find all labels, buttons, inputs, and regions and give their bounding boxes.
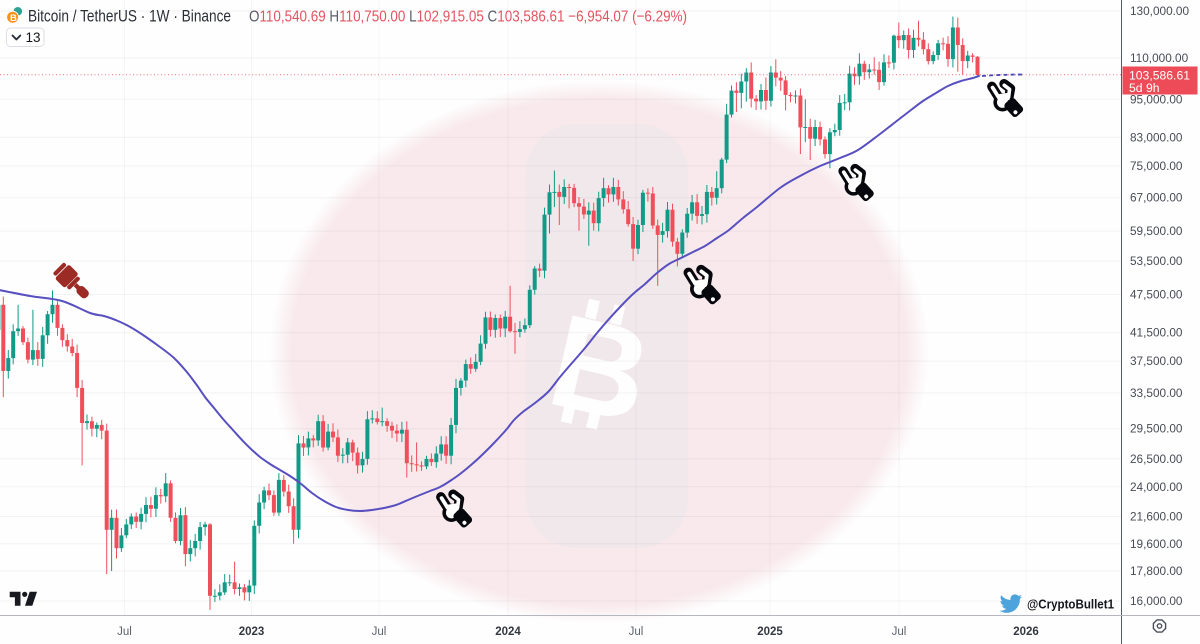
svg-text:130,000.00: 130,000.00 [1130,4,1189,18]
svg-text:17,800.00: 17,800.00 [1130,564,1183,578]
svg-text:Bitcoin / TetherUS · 1W · Bina: Bitcoin / TetherUS · 1W · Binance [28,7,231,25]
svg-text:21,600.00: 21,600.00 [1130,510,1183,524]
svg-text:2026: 2026 [1013,626,1039,638]
svg-text:B: B [10,13,17,24]
svg-text:37,500.00: 37,500.00 [1130,354,1183,368]
svg-text:26,500.00: 26,500.00 [1130,452,1183,466]
svg-text:Jul: Jul [117,626,132,638]
svg-text:110,000.00: 110,000.00 [1130,51,1189,65]
svg-text:41,500.00: 41,500.00 [1130,326,1183,340]
svg-text:2025: 2025 [757,626,783,638]
svg-text:53,500.00: 53,500.00 [1130,254,1183,268]
svg-text:O110,540.69 H110,750.00 L102,9: O110,540.69 H110,750.00 L102,915.05 C103… [249,8,687,25]
svg-text:33,500.00: 33,500.00 [1130,386,1183,400]
svg-text:59,500.00: 59,500.00 [1130,224,1183,238]
svg-text:29,500.00: 29,500.00 [1130,422,1183,436]
svg-text:2023: 2023 [239,626,265,638]
svg-text:@CryptoBullet1: @CryptoBullet1 [1027,597,1114,612]
svg-text:83,000.00: 83,000.00 [1130,130,1183,144]
svg-text:Jul: Jul [372,626,387,638]
svg-text:2024: 2024 [495,626,521,638]
svg-text:Jul: Jul [629,626,644,638]
svg-text:Jul: Jul [892,626,907,638]
svg-text:24,000.00: 24,000.00 [1130,480,1183,494]
svg-text:47,500.00: 47,500.00 [1130,288,1183,302]
svg-text:16,000.00: 16,000.00 [1130,594,1183,608]
svg-text:75,000.00: 75,000.00 [1130,159,1183,173]
svg-text:19,600.00: 19,600.00 [1130,537,1183,551]
svg-text:13: 13 [26,30,41,45]
svg-text:103,586.61: 103,586.61 [1129,68,1190,82]
svg-text:95,000.00: 95,000.00 [1130,92,1183,106]
svg-text:67,000.00: 67,000.00 [1130,191,1183,205]
svg-text:5d 9h: 5d 9h [1129,81,1160,95]
